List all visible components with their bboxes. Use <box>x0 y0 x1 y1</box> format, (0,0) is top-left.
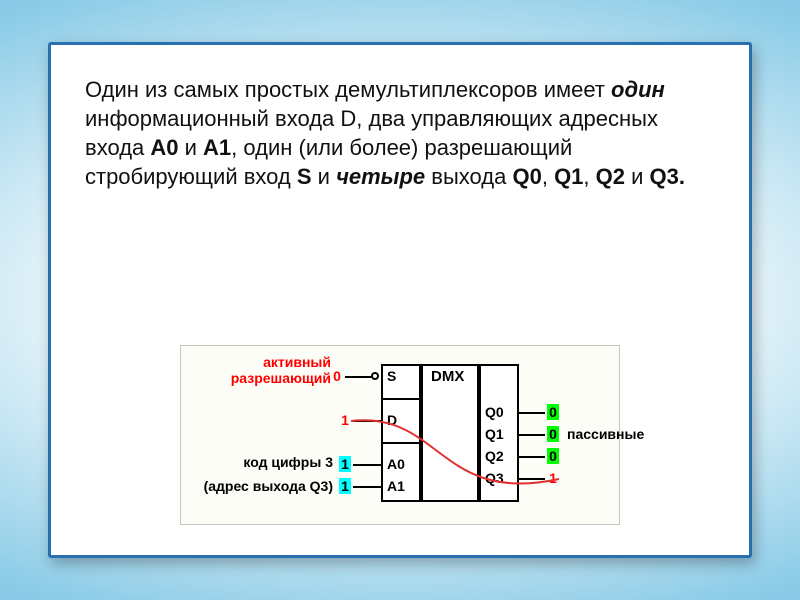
text-bold: Q1 <box>554 164 583 189</box>
text-bold: один <box>611 77 665 102</box>
text-bold: Q3. <box>650 164 685 189</box>
text: и <box>179 135 204 160</box>
text-bold: А1 <box>203 135 231 160</box>
text: выхода <box>425 164 512 189</box>
text-bold: Q2 <box>596 164 625 189</box>
text-bold: S <box>297 164 312 189</box>
text: и <box>312 164 337 189</box>
text: и <box>625 164 650 189</box>
text: , <box>542 164 554 189</box>
text: , <box>583 164 595 189</box>
content-card: Один из самых простых демультиплексоров … <box>48 42 752 558</box>
text-bold: Q0 <box>512 164 541 189</box>
demux-diagram: DMXS0D1A01A11активныйразрешающийкод цифр… <box>180 345 620 525</box>
text-bold: А0 <box>150 135 178 160</box>
text: Один из самых простых демультиплексоров … <box>85 77 611 102</box>
description-paragraph: Один из самых простых демультиплексоров … <box>85 75 715 191</box>
text-bold: четыре <box>336 164 425 189</box>
signal-path-curve <box>181 346 621 526</box>
